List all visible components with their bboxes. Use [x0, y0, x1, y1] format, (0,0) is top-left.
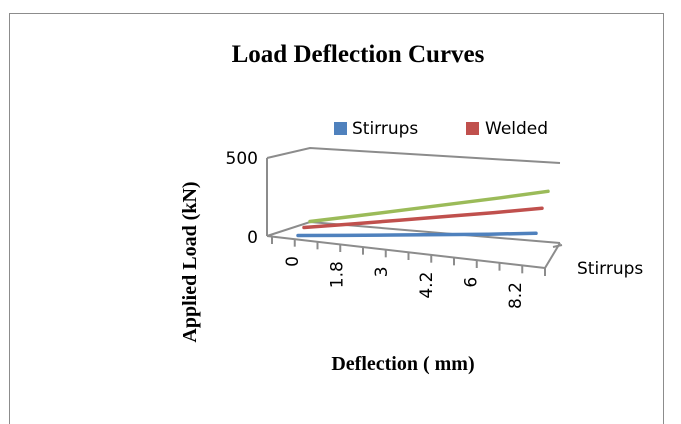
- series-line-welded: [302, 206, 544, 230]
- series-line-stirrups: [296, 231, 538, 238]
- y-axis-ticks: 500 0: [226, 149, 258, 248]
- x-axis-title: Deflection ( mm): [331, 353, 474, 375]
- legend-label-welded: Welded: [485, 119, 548, 139]
- series-line-series-3: [308, 189, 550, 224]
- y-tick-label: 0: [247, 228, 258, 248]
- floor-right-edge: [544, 242, 561, 269]
- x-tick-label: 4.2: [417, 272, 437, 299]
- x-tick-label: 3: [372, 266, 392, 277]
- depth-axis-label: Stirrups: [577, 259, 643, 279]
- y-axis-title: Applied Load (kN): [179, 181, 201, 342]
- x-tick-label: 6: [461, 277, 481, 288]
- x-tick-label: 0: [283, 256, 303, 267]
- back-wall-top-edge: [266, 146, 561, 164]
- legend-swatch-stirrups: [334, 122, 347, 135]
- legend-swatch-welded: [466, 122, 479, 135]
- floor-front-edge: [266, 235, 546, 269]
- series-layer: [296, 189, 550, 238]
- x-tick-label: 1.8: [328, 261, 348, 288]
- legend: Stirrups Welded: [334, 119, 548, 139]
- x-axis-tick-marks: [271, 236, 546, 276]
- legend-label-stirrups: Stirrups: [352, 119, 418, 139]
- y-tick-label: 500: [226, 149, 258, 169]
- depth-ticks: [552, 244, 563, 248]
- chart-title: Load Deflection Curves: [232, 41, 485, 68]
- x-axis-tick-labels: 0 1.8 3 4.2 6 8.2: [283, 256, 526, 309]
- x-tick-label: 8.2: [506, 282, 526, 309]
